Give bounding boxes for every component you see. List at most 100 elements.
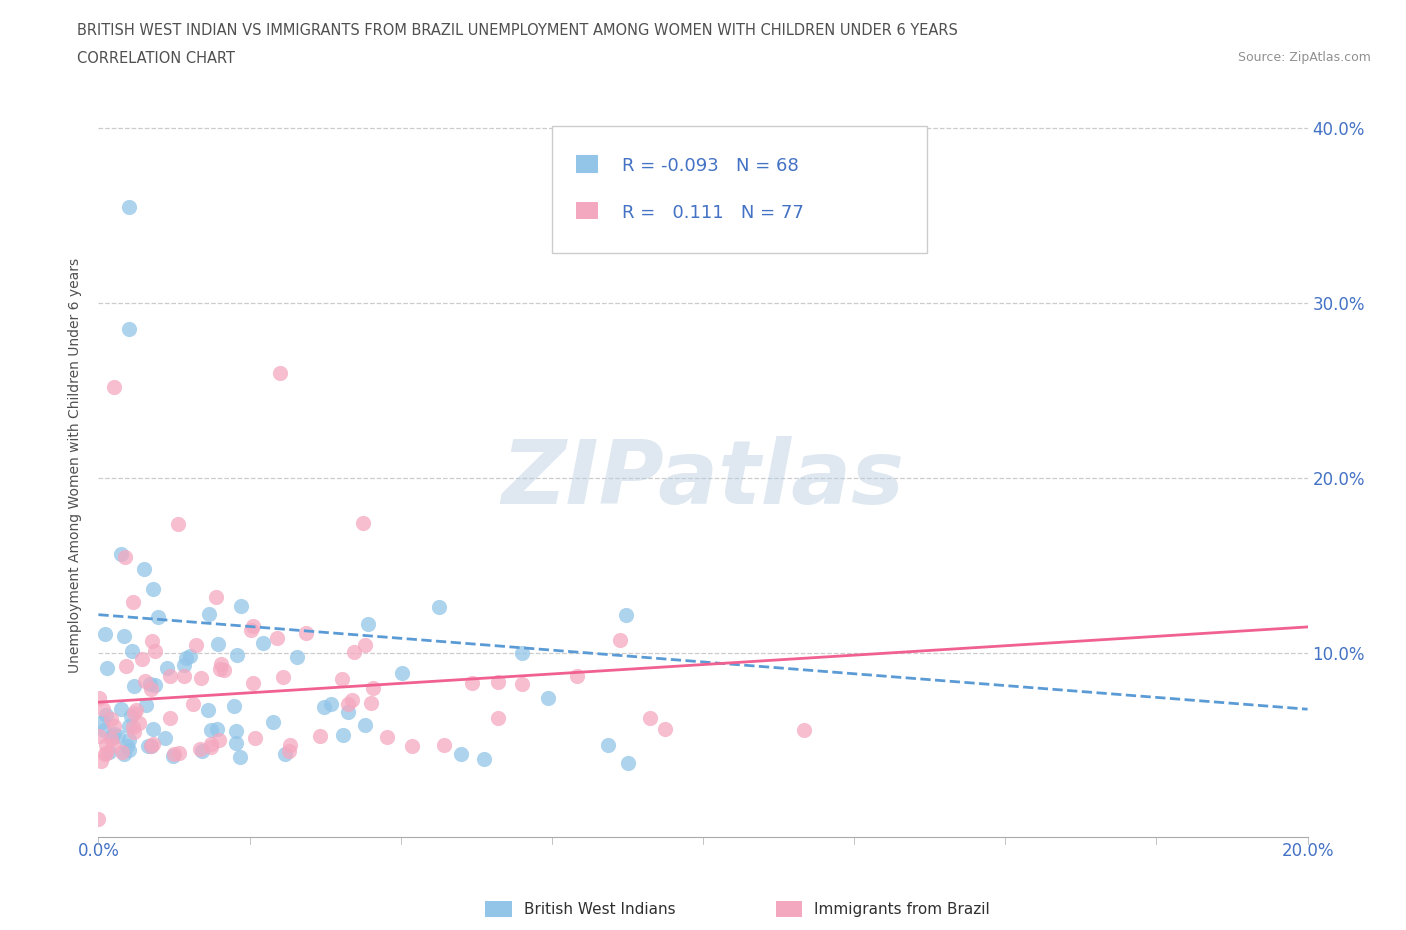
Point [352,515,374,530]
Point [110,702,132,717]
Point [614,608,637,623]
Point [208,662,231,677]
Point [143,644,166,658]
Point [159,669,181,684]
Point [332,727,354,742]
Point [510,676,533,691]
Text: R =   0.111   N = 77: R = 0.111 N = 77 [621,204,804,221]
FancyBboxPatch shape [576,155,598,173]
Point [354,717,377,732]
Point [163,746,186,761]
Point [197,702,219,717]
Point [135,698,157,712]
Point [128,715,150,730]
Point [142,581,165,596]
Point [139,677,162,692]
Point [112,629,135,644]
Point [118,199,141,214]
Point [96,660,118,675]
Point [103,737,125,752]
Point [190,671,212,685]
Point [122,594,145,609]
Point [793,723,815,737]
Point [181,697,204,711]
Point [200,723,222,737]
Point [173,669,195,684]
Text: Immigrants from Brazil: Immigrants from Brazil [814,902,990,917]
Point [287,649,309,664]
Point [89,690,111,705]
Point [337,705,360,720]
Point [537,691,560,706]
Point [118,322,141,337]
Point [89,728,111,743]
Point [121,720,143,735]
Point [97,744,120,759]
Point [450,746,472,761]
Text: ZIPatlas: ZIPatlas [502,436,904,524]
Point [103,726,125,741]
Point [136,738,159,753]
Point [198,606,221,621]
Point [186,638,208,653]
Point [391,665,413,680]
Point [242,618,264,633]
Point [200,737,222,751]
Point [461,675,484,690]
Point [200,740,222,755]
Point [225,736,247,751]
Point [205,590,228,604]
Point [134,673,156,688]
Point [214,663,236,678]
Point [115,658,138,673]
Point [94,747,117,762]
Point [262,715,284,730]
Point [174,650,197,665]
Point [94,707,117,722]
Point [638,711,661,726]
Point [118,742,141,757]
Point [91,701,114,716]
Point [107,728,129,743]
Point [125,703,148,718]
Point [190,744,212,759]
Point [231,598,253,613]
Point [153,731,176,746]
Point [240,622,263,637]
Point [357,616,380,631]
Point [179,649,201,664]
Point [120,708,142,723]
Point [114,550,136,565]
Point [124,724,146,739]
Text: British West Indians: British West Indians [524,902,676,917]
Y-axis label: Unemployment Among Women with Children Under 6 years: Unemployment Among Women with Children U… [69,258,83,672]
FancyBboxPatch shape [551,126,927,253]
Point [278,737,301,752]
Point [103,379,125,394]
Point [360,696,382,711]
Point [121,644,143,658]
Point [271,670,294,684]
Point [340,692,363,707]
Point [167,746,190,761]
Point [312,699,335,714]
Point [242,676,264,691]
Point [343,644,366,659]
Point [309,729,332,744]
Point [609,632,631,647]
Point [222,698,245,713]
Point [208,732,231,747]
Text: BRITISH WEST INDIAN VS IMMIGRANTS FROM BRAZIL UNEMPLOYMENT AMONG WOMEN WITH CHIL: BRITISH WEST INDIAN VS IMMIGRANTS FROM B… [77,23,959,38]
Point [596,737,619,752]
Point [90,715,112,730]
Point [336,697,359,711]
Point [617,756,640,771]
Point [142,722,165,737]
Point [273,747,295,762]
Point [124,706,146,721]
Point [131,651,153,666]
Text: Source: ZipAtlas.com: Source: ZipAtlas.com [1237,51,1371,64]
Point [143,678,166,693]
Point [654,722,676,737]
Point [243,730,266,745]
